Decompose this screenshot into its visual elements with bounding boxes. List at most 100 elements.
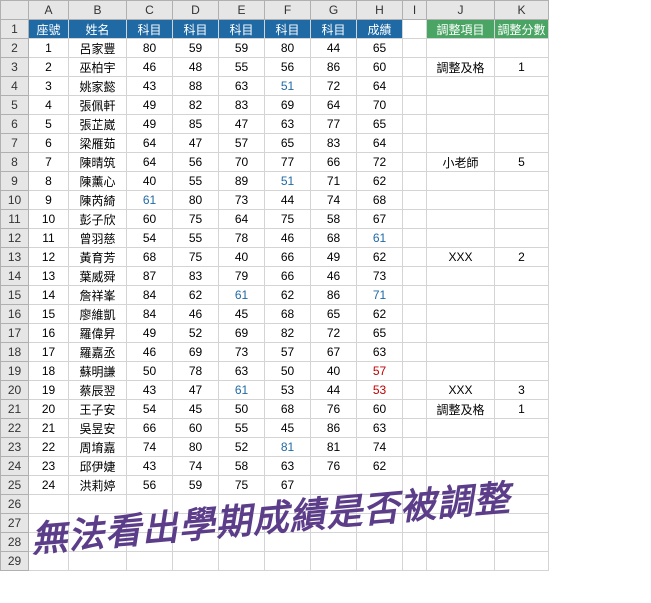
score-cell[interactable]: 62 [173, 286, 219, 305]
seat-cell[interactable]: 17 [29, 343, 69, 362]
adj-score[interactable]: 5 [495, 153, 549, 172]
cell[interactable] [403, 191, 427, 210]
row-header[interactable]: 22 [1, 419, 29, 438]
grade-cell[interactable]: 64 [357, 77, 403, 96]
score-cell[interactable]: 80 [173, 191, 219, 210]
adj-item[interactable] [427, 438, 495, 457]
grade-cell[interactable]: 62 [357, 457, 403, 476]
score-cell[interactable]: 64 [311, 96, 357, 115]
score-cell[interactable]: 52 [173, 324, 219, 343]
name-cell[interactable]: 吳昱安 [69, 419, 127, 438]
cell[interactable] [403, 77, 427, 96]
cell[interactable] [357, 495, 403, 514]
score-cell[interactable]: 60 [173, 419, 219, 438]
score-cell[interactable]: 74 [173, 457, 219, 476]
score-cell[interactable]: 44 [311, 39, 357, 58]
score-cell[interactable]: 75 [219, 476, 265, 495]
row-header[interactable]: 9 [1, 172, 29, 191]
adj-score[interactable] [495, 39, 549, 58]
cell[interactable] [427, 533, 495, 552]
grade-cell[interactable]: 64 [357, 134, 403, 153]
cell[interactable] [29, 495, 69, 514]
score-cell[interactable]: 48 [173, 58, 219, 77]
cell[interactable] [69, 514, 127, 533]
cell[interactable] [311, 552, 357, 571]
score-cell[interactable]: 47 [173, 134, 219, 153]
score-cell[interactable]: 47 [219, 115, 265, 134]
adj-score[interactable] [495, 286, 549, 305]
score-cell[interactable]: 78 [219, 229, 265, 248]
cell[interactable] [403, 58, 427, 77]
score-cell[interactable]: 65 [311, 305, 357, 324]
name-cell[interactable]: 張佩軒 [69, 96, 127, 115]
score-cell[interactable]: 86 [311, 58, 357, 77]
grade-cell[interactable]: 70 [357, 96, 403, 115]
adj-score[interactable] [495, 362, 549, 381]
score-cell[interactable]: 85 [173, 115, 219, 134]
adj-item[interactable] [427, 305, 495, 324]
score-cell[interactable]: 75 [173, 248, 219, 267]
score-cell[interactable]: 76 [311, 400, 357, 419]
row-header[interactable]: 16 [1, 305, 29, 324]
name-cell[interactable]: 蔡辰翌 [69, 381, 127, 400]
score-cell[interactable]: 84 [127, 305, 173, 324]
col-header[interactable]: G [311, 1, 357, 20]
name-cell[interactable]: 葉威舜 [69, 267, 127, 286]
cell[interactable] [219, 514, 265, 533]
adj-score[interactable] [495, 134, 549, 153]
grade-cell[interactable]: 73 [357, 267, 403, 286]
score-cell[interactable]: 79 [219, 267, 265, 286]
row-header[interactable]: 13 [1, 248, 29, 267]
score-cell[interactable]: 40 [311, 362, 357, 381]
score-cell[interactable]: 44 [311, 381, 357, 400]
grade-cell[interactable]: 65 [357, 115, 403, 134]
row-header[interactable]: 12 [1, 229, 29, 248]
score-cell[interactable]: 54 [127, 400, 173, 419]
cell[interactable] [311, 514, 357, 533]
grade-cell[interactable]: 57 [357, 362, 403, 381]
cell[interactable] [29, 552, 69, 571]
col-header[interactable]: A [29, 1, 69, 20]
adj-item[interactable] [427, 115, 495, 134]
cell[interactable] [403, 533, 427, 552]
score-cell[interactable]: 46 [127, 58, 173, 77]
cell[interactable] [403, 267, 427, 286]
score-cell[interactable]: 63 [265, 115, 311, 134]
score-cell[interactable]: 45 [219, 305, 265, 324]
score-cell[interactable]: 74 [127, 438, 173, 457]
score-cell[interactable]: 63 [219, 362, 265, 381]
score-cell[interactable]: 83 [311, 134, 357, 153]
row-header[interactable]: 18 [1, 343, 29, 362]
score-cell[interactable]: 61 [219, 381, 265, 400]
cell[interactable] [403, 286, 427, 305]
cell[interactable] [403, 39, 427, 58]
row-header[interactable]: 8 [1, 153, 29, 172]
score-cell[interactable]: 49 [127, 324, 173, 343]
cell[interactable] [219, 552, 265, 571]
cell[interactable] [495, 514, 549, 533]
row-header[interactable]: 28 [1, 533, 29, 552]
cell[interactable] [403, 438, 427, 457]
score-cell[interactable]: 72 [311, 324, 357, 343]
score-cell[interactable]: 46 [311, 267, 357, 286]
grade-cell[interactable]: 62 [357, 248, 403, 267]
adj-score[interactable]: 3 [495, 381, 549, 400]
score-cell[interactable]: 81 [311, 438, 357, 457]
score-cell[interactable]: 68 [127, 248, 173, 267]
score-cell[interactable]: 74 [311, 191, 357, 210]
adj-score[interactable] [495, 172, 549, 191]
score-cell[interactable]: 78 [173, 362, 219, 381]
score-cell[interactable]: 51 [265, 77, 311, 96]
row-header[interactable]: 29 [1, 552, 29, 571]
score-cell[interactable]: 55 [219, 58, 265, 77]
cell[interactable] [403, 400, 427, 419]
score-cell[interactable]: 56 [127, 476, 173, 495]
seat-cell[interactable]: 24 [29, 476, 69, 495]
cell[interactable] [403, 96, 427, 115]
cell[interactable] [403, 419, 427, 438]
corner[interactable] [1, 1, 29, 20]
score-cell[interactable]: 45 [173, 400, 219, 419]
score-cell[interactable]: 40 [127, 172, 173, 191]
seat-cell[interactable]: 14 [29, 286, 69, 305]
col-header[interactable]: F [265, 1, 311, 20]
